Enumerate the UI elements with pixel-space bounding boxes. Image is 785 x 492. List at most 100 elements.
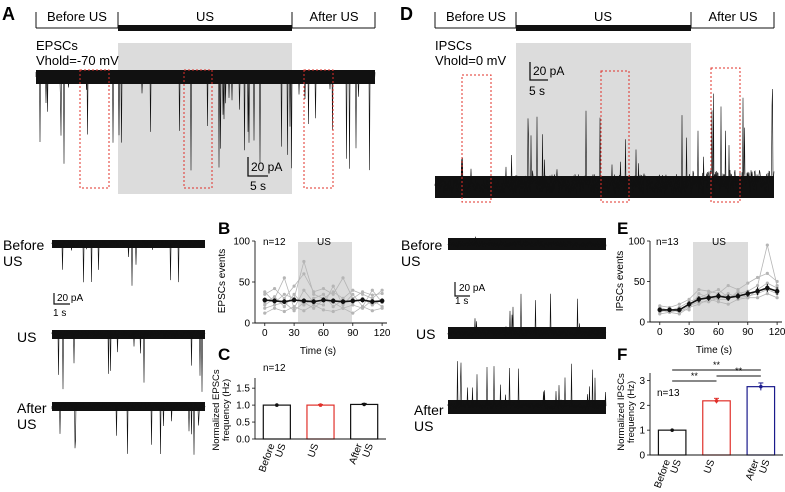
ylabel-f-line2: frequency (Hz) [626,381,637,443]
zoom-band [52,240,205,248]
series-point-cell2 [775,296,779,300]
series-point-cell1 [272,286,277,291]
series-point-cell6 [272,303,277,307]
series-point-cell5 [746,296,750,300]
series-point-cell6 [312,306,316,310]
axes-c [254,378,386,440]
mean-point [262,297,268,303]
us-shade-a [118,43,292,194]
zoom-trace-path [51,240,206,286]
zoom-scale-bar-right [454,282,470,297]
ipsc-trace [434,88,775,198]
x-category-label: US [702,458,717,475]
panel-letter-f: F [617,345,627,364]
n-label-c: n=12 [263,363,286,374]
xlabel-b: Time (s) [300,346,336,357]
series-point-cell3 [370,309,374,313]
series-point-cell4 [726,292,730,296]
mean-point [696,297,702,302]
series-point-cell5 [282,305,286,309]
y-tick-label: 2 [639,401,645,412]
zoom-trace-us-left [51,330,206,392]
highlight-box-us-d [600,70,630,203]
series-point-cell1 [707,289,711,293]
y-tick-label: 0.5 [236,418,250,429]
axes-e [649,241,782,323]
mean-point [370,299,375,304]
series-point-cell1 [755,275,760,280]
highlight-box-us-a [183,69,213,189]
scale-y-a: 20 pA [251,160,282,174]
significance-label: ** [691,371,699,381]
series-point-cell1 [380,291,384,296]
ylabel-c-line2: frequency (Hz) [221,379,232,441]
epoch-label-after-d: After US [708,9,757,24]
mean-point [657,307,663,313]
series-point-cell1 [677,302,681,306]
zoom-trace-path [51,402,206,455]
series-point-cell3 [755,283,760,288]
y-tick-label: 0 [244,319,250,330]
series-point-cell6 [360,306,365,310]
mean-point [706,295,711,301]
series-point-cell5 [765,281,769,285]
zoom-label-before-l1: Before [3,237,44,253]
epsc-trace [35,70,376,171]
epoch-bar-a [35,12,376,29]
series-point-cell5 [272,295,277,299]
vhold-label-d: Vhold=0 mV [435,53,507,68]
series-point-cell1 [331,292,335,296]
x-category-label: US [669,458,684,475]
series-point-cell2 [282,276,286,280]
bar-before-us [657,429,687,456]
zoom-trace-before-right [447,236,607,250]
zoom-label-us-left: US [17,329,36,345]
bar-mean-point [714,399,719,403]
series-point-cell1 [282,296,286,300]
x-tick-label: 30 [684,327,696,338]
series-point-cell4 [282,292,286,296]
series-point-cell5 [697,292,701,296]
zoom-trace-path [51,330,206,392]
mean-point [677,307,682,313]
shade-label-b: US [317,237,331,248]
zoom-label-before-r1: Before [401,237,442,253]
series-point-cell1 [746,281,750,285]
mean-point [272,298,277,304]
series-point-cell2 [321,303,326,307]
panel-letter-b: B [218,219,230,238]
series-point-cell1 [726,283,730,288]
y-tick-label: 0.0 [236,435,250,446]
series-point-cell1 [302,272,306,276]
bar-mean-point [275,403,279,407]
series-point-cell4 [380,288,384,292]
x-tick-label: 90 [742,327,754,338]
series-point-cell1 [370,293,374,297]
series-point-cell2 [697,302,701,306]
series-point-cell2 [726,302,730,306]
series-point-cell1 [341,276,345,280]
series-point-cell3 [351,311,355,315]
panel-letter-c: C [218,345,230,364]
zoom-scale-bar-left [53,293,70,305]
series-point-cell4 [360,292,365,296]
chart-e-plot: 0 30 60 90 120 0 50 100 [628,237,785,339]
zoom-trace-before-left [51,240,206,286]
panel-a: A Before US US After US EPSCs Vhold=-70 … [2,4,376,194]
mean-point [311,299,316,304]
mean-point [282,299,287,304]
series-point-cell5 [331,305,335,309]
zoom-trace-path [447,361,607,410]
zoom-label-after-r2: US [414,418,433,434]
series-point-cell5 [312,296,316,300]
zoom-traces-left: Before US 20 pA 1 s US After US [3,237,206,455]
mean-point [716,293,721,299]
x-tick-label: 30 [289,328,301,339]
bar-mean-point [670,428,674,432]
series-point-cell2 [302,288,306,292]
epoch-bar-d [434,12,775,29]
mean-point [330,298,336,304]
series-point-cell4 [331,290,335,294]
